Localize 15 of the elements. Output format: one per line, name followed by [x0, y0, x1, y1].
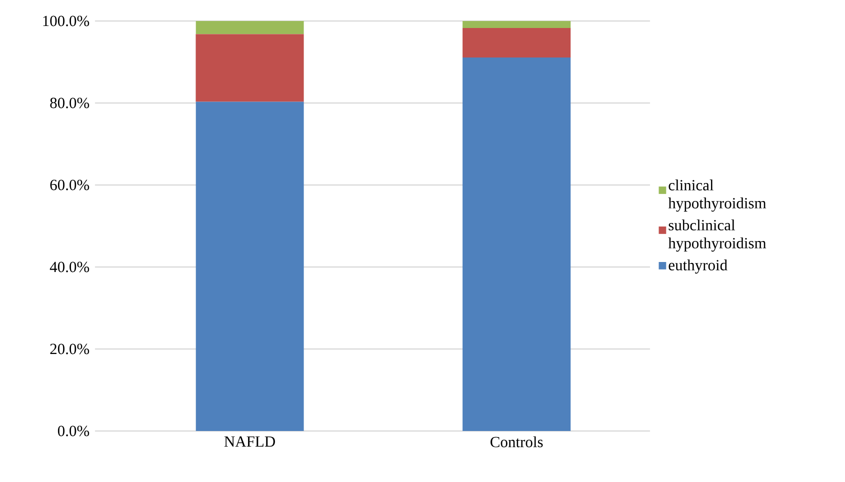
y-tick-label: 80.0% — [50, 98, 90, 108]
y-tick-label: 40.0% — [50, 262, 90, 272]
bar — [196, 20, 304, 34]
bar — [462, 28, 571, 58]
bar — [196, 102, 304, 431]
bar — [462, 20, 571, 28]
y-tick-label: 60.0% — [50, 180, 90, 190]
bar — [196, 34, 304, 102]
y-tick-label: 20.0% — [50, 344, 90, 354]
y-tick-label: 100.0% — [43, 16, 90, 26]
x-tick-label: Controls — [490, 436, 543, 448]
y-tick-label: 0.0% — [58, 426, 90, 436]
legend-label: euthyroid — [668, 259, 728, 274]
bar — [462, 57, 571, 431]
x-tick-label: NAFLD — [224, 436, 275, 447]
